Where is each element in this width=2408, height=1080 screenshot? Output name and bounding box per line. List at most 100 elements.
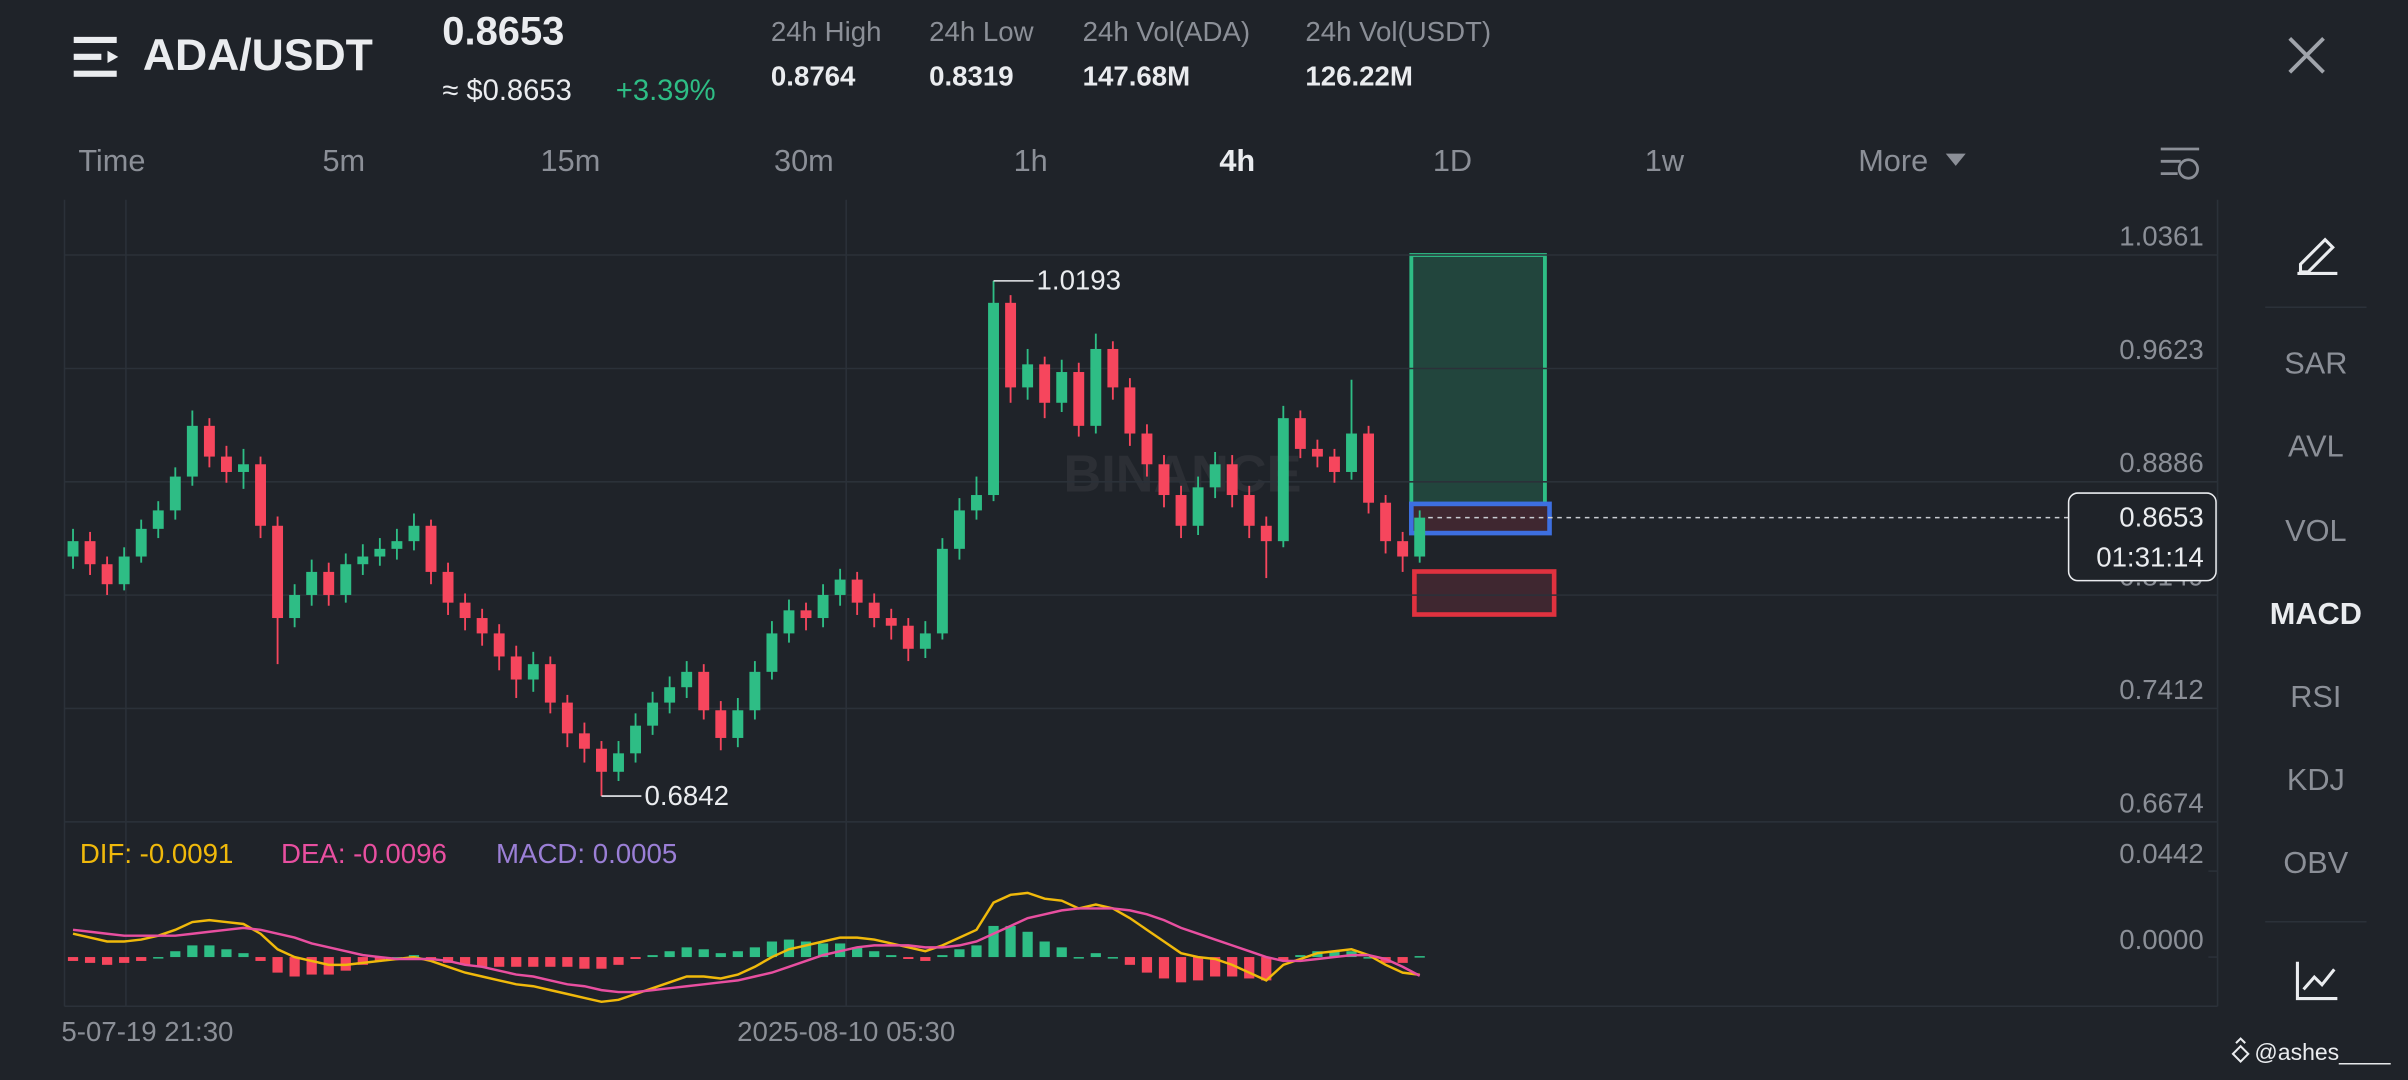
current-price-label: 0.8653 bbox=[2119, 501, 2203, 532]
candle-body bbox=[544, 664, 556, 703]
candle-body bbox=[647, 702, 659, 726]
macd-bar bbox=[886, 955, 897, 958]
macd-bar bbox=[715, 953, 726, 958]
macd-bar bbox=[698, 949, 709, 958]
menu-icon[interactable] bbox=[73, 36, 119, 77]
candle-body bbox=[186, 425, 198, 477]
candle-body bbox=[1329, 456, 1340, 472]
macd-bar bbox=[630, 957, 641, 960]
macd-bar bbox=[613, 957, 624, 965]
macd-bar bbox=[869, 951, 880, 958]
candle-body bbox=[306, 571, 318, 595]
macd-bar bbox=[221, 949, 232, 958]
macd-bar bbox=[647, 955, 658, 958]
y-tick-label: 0.6674 bbox=[2119, 787, 2203, 818]
credit: @ashes____ bbox=[2254, 1039, 2391, 1065]
timeframe-tab[interactable]: More bbox=[1858, 143, 1928, 178]
timeframe-tab[interactable]: 1h bbox=[1014, 143, 1048, 178]
candle-body bbox=[527, 664, 539, 680]
candle-body bbox=[135, 528, 147, 557]
indicator-tab[interactable]: OBV bbox=[2283, 845, 2348, 880]
macd-bar bbox=[1363, 957, 1374, 959]
low-annotation: 0.6842 bbox=[644, 780, 728, 811]
credit-icon bbox=[2231, 1037, 2250, 1063]
stat-label: 24h Vol(ADA) bbox=[1083, 16, 1250, 47]
macd-bar bbox=[1329, 951, 1340, 958]
stat-label: 24h High bbox=[771, 16, 882, 47]
timeframe-tab[interactable]: 1w bbox=[1645, 143, 1685, 178]
candle-body bbox=[578, 733, 590, 749]
candle-body bbox=[953, 510, 965, 549]
indicator-tab[interactable]: RSI bbox=[2290, 679, 2341, 714]
menu-arrow bbox=[107, 50, 119, 63]
candle-body bbox=[630, 725, 642, 754]
icon-stroke bbox=[2302, 968, 2336, 991]
chart-settings-icon[interactable] bbox=[2160, 147, 2200, 180]
candle-body bbox=[1277, 418, 1289, 542]
macd-bar bbox=[579, 957, 590, 969]
candle-body bbox=[1363, 433, 1375, 503]
candle-body bbox=[1294, 418, 1306, 449]
macd-bar bbox=[988, 925, 999, 958]
indicator-tab[interactable]: MACD bbox=[2270, 596, 2362, 631]
timeframe-tab[interactable]: 1D bbox=[1433, 143, 1472, 178]
macd-bar bbox=[664, 951, 675, 958]
close-stroke bbox=[2288, 37, 2325, 74]
high-annotation: 1.0193 bbox=[1037, 265, 1121, 296]
timeframe-tab[interactable]: 15m bbox=[541, 143, 601, 178]
candle-body bbox=[561, 702, 573, 734]
y-tick-label: 0.9623 bbox=[2119, 334, 2203, 365]
timeframe-tab[interactable]: 30m bbox=[774, 143, 834, 178]
macd-line bbox=[72, 907, 1421, 994]
countdown: 01:31:14 bbox=[2096, 541, 2204, 572]
candle-body bbox=[476, 618, 488, 634]
candle-body bbox=[391, 541, 403, 549]
y2-tick-label: 0.0442 bbox=[2119, 838, 2203, 869]
timeframe-tab[interactable]: Time bbox=[78, 143, 145, 178]
candle-body bbox=[1243, 495, 1255, 526]
symbol[interactable]: ADA/USDT bbox=[143, 31, 373, 80]
timeframe-tab[interactable]: 5m bbox=[323, 143, 366, 178]
macd-bar bbox=[1039, 941, 1050, 958]
candle-body bbox=[1107, 348, 1119, 388]
indicator-tab[interactable]: SAR bbox=[2284, 346, 2347, 381]
candle-body bbox=[1226, 464, 1238, 496]
candle-body bbox=[834, 579, 846, 595]
candle-body bbox=[1346, 433, 1357, 472]
candle-body bbox=[596, 748, 607, 772]
menu-bar bbox=[73, 36, 117, 44]
macd-bar bbox=[511, 957, 522, 967]
icon-stroke bbox=[2177, 158, 2199, 180]
macd-bar bbox=[84, 957, 96, 963]
position-tool[interactable] bbox=[1409, 253, 1557, 617]
indicator-tab[interactable]: VOL bbox=[2285, 513, 2346, 548]
indicator-tab[interactable]: KDJ bbox=[2287, 762, 2345, 797]
usd-price: ≈ $0.8653 bbox=[442, 75, 572, 107]
candle-body bbox=[1209, 464, 1221, 488]
candle-body bbox=[323, 571, 335, 595]
y-tick-label: 1.0361 bbox=[2119, 220, 2203, 251]
draw-tool-icon[interactable] bbox=[2297, 237, 2338, 275]
timeframe-tab[interactable]: 4h bbox=[1219, 143, 1255, 178]
close-button[interactable] bbox=[2288, 37, 2325, 74]
macd-bar bbox=[562, 957, 573, 967]
candle-body bbox=[1090, 348, 1102, 426]
macd-bar bbox=[306, 957, 317, 975]
chart-type-icon[interactable] bbox=[2295, 961, 2338, 1001]
candle-body bbox=[1073, 372, 1085, 426]
stop-loss-zone bbox=[1412, 569, 1557, 617]
candle-body bbox=[885, 618, 897, 626]
candle-body bbox=[868, 602, 880, 619]
macd-bar bbox=[1244, 957, 1255, 979]
candle-body bbox=[1005, 302, 1017, 388]
chart-layer: 24h High 0.8764 24h Low 0.8319 24h Vol(ADA) 1… bbox=[61, 16, 2361, 1047]
macd-bar bbox=[119, 957, 130, 963]
stat-value: 0.8319 bbox=[929, 61, 1013, 92]
indicator-tab[interactable]: AVL bbox=[2288, 429, 2344, 464]
legend-entry: DEA: -0.0096 bbox=[281, 838, 447, 869]
candle-body bbox=[203, 425, 215, 457]
macd-bar bbox=[374, 957, 385, 961]
macd-bar bbox=[477, 957, 488, 967]
dropdown-arrow bbox=[1945, 153, 1966, 166]
macd-bar bbox=[1295, 955, 1306, 958]
